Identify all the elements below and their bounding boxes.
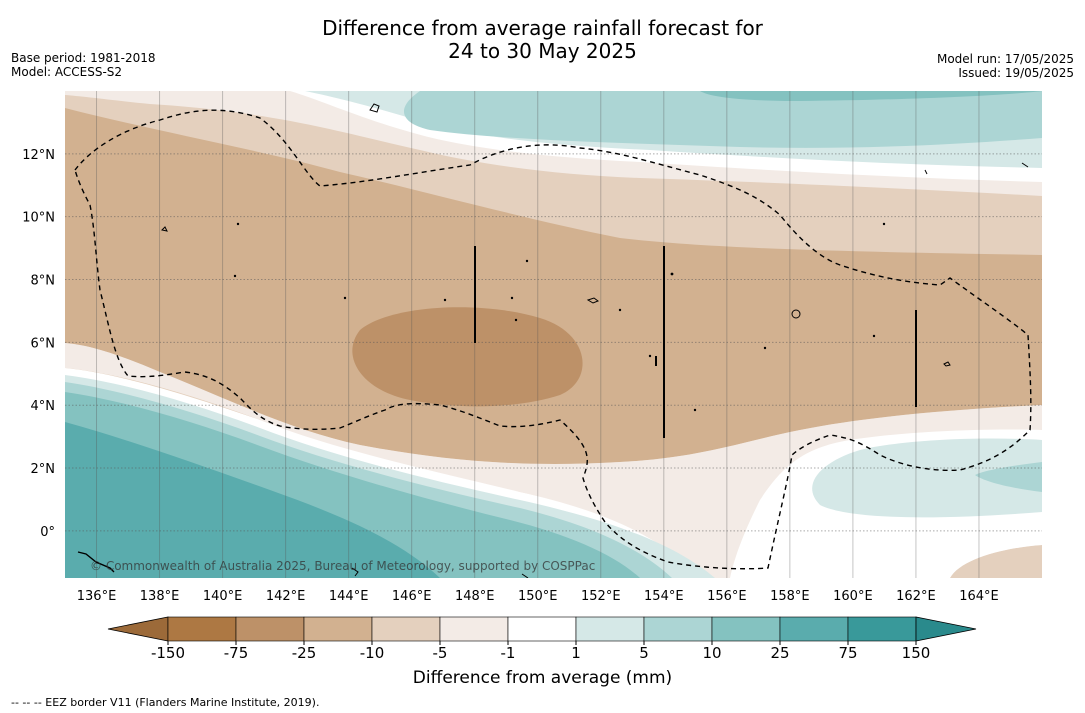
colorbar-extend-high <box>915 616 977 642</box>
colorbar-segment <box>167 616 237 642</box>
band-teal-dark-north <box>700 91 1042 101</box>
island-dots <box>233 222 886 412</box>
lon-tick-label: 140°E <box>203 589 243 604</box>
lat-tick-label: 8°N <box>31 274 56 289</box>
colorbar-label: 5 <box>639 644 649 662</box>
lon-tick-label: 152°E <box>581 589 621 604</box>
copyright-note: © Commonwealth of Australia 2025, Bureau… <box>90 559 595 573</box>
colorbar-segment <box>235 616 305 642</box>
model-name: Model: ACCESS-S2 <box>11 65 123 79</box>
colorbar-label: -10 <box>360 644 385 662</box>
footnote-eez: -- -- -- EEZ border V11 (Flanders Marine… <box>11 696 320 709</box>
issued-date: Issued: 19/05/2025 <box>958 66 1074 80</box>
lon-tick-label: 158°E <box>770 589 810 604</box>
lon-tick-label: 146°E <box>392 589 432 604</box>
lat-tick-label: 12°N <box>22 148 55 163</box>
lon-tick-label: 148°E <box>455 589 495 604</box>
colorbar-label: 150 <box>902 644 931 662</box>
lon-tick-label: 142°E <box>266 589 306 604</box>
band-teal-mid-north <box>403 91 1042 148</box>
longitude-tick-labels: 136°E 138°E 140°E 142°E 144°E 146°E 148°E 150°E… <box>77 589 999 604</box>
lon-tick-label: 156°E <box>707 589 747 604</box>
colorbar-segment <box>779 616 849 642</box>
lat-tick-label: 6°N <box>31 336 56 351</box>
lon-tick-label: 160°E <box>833 589 873 604</box>
colorbar-label: -75 <box>224 644 249 662</box>
colorbar-label: 25 <box>770 644 789 662</box>
colorbar-segment <box>371 616 441 642</box>
base-period: Base period: 1981-2018 <box>11 51 156 65</box>
band-medium-brown <box>65 108 1042 465</box>
eez-border-fsm <box>74 109 1032 570</box>
band-dark-brown-core <box>352 307 583 407</box>
colorbar-segment <box>847 616 917 642</box>
title-line-1: Difference from average rainfall forecas… <box>322 16 763 40</box>
colorbar-label: 10 <box>702 644 721 662</box>
colorbar-title: Difference from average (mm) <box>412 668 673 688</box>
model-run: Model run: 17/05/2025 <box>936 52 1074 66</box>
colorbar-segment <box>711 616 781 642</box>
solid-markers <box>474 246 917 438</box>
lat-tick-label: 0° <box>40 525 55 540</box>
latitude-tick-labels: 12°N 10°N 8°N 6°N 4°N 2°N 0° <box>22 148 55 540</box>
colorbar-label: -150 <box>151 644 185 662</box>
colorbar-segment <box>507 616 577 642</box>
colorbar-label: -1 <box>501 644 516 662</box>
colorbar-segment <box>575 616 645 642</box>
lat-tick-label: 10°N <box>22 211 55 226</box>
lon-tick-label: 154°E <box>644 589 684 604</box>
lon-tick-label: 138°E <box>140 589 180 604</box>
meta-left: Base period: 1981-2018 Model: ACCESS-S2 <box>11 51 156 79</box>
lon-tick-label: 150°E <box>518 589 558 604</box>
colorbar-label: 1 <box>571 644 581 662</box>
title-line-2: 24 to 30 May 2025 <box>448 39 637 63</box>
lon-tick-label: 162°E <box>896 589 936 604</box>
colorbar-segment <box>303 616 373 642</box>
colorbar-segment <box>439 616 509 642</box>
meta-right: Model run: 17/05/2025 Issued: 19/05/2025 <box>937 52 1074 80</box>
lon-tick-label: 164°E <box>959 589 999 604</box>
colorbar-extend-low <box>107 616 169 642</box>
band-teal-darker-south <box>65 422 440 578</box>
islands <box>77 103 1029 578</box>
lat-tick-label: 4°N <box>31 399 56 414</box>
colorbar-segment <box>643 616 713 642</box>
band-teal-mid-east <box>975 462 1042 492</box>
lat-tick-label: 2°N <box>31 462 56 477</box>
lon-tick-label: 136°E <box>77 589 117 604</box>
band-teal-light-east <box>812 438 1042 518</box>
rainfall-field <box>65 91 1042 578</box>
lon-tick-label: 144°E <box>329 589 369 604</box>
band-south-east-brown <box>950 545 1042 578</box>
colorbar-label: -5 <box>433 644 448 662</box>
colorbar-label: -25 <box>292 644 317 662</box>
colorbar-label: 75 <box>838 644 857 662</box>
map-gridlines <box>65 91 1042 578</box>
colorbar: -150 -75 -25 -10 -5 -1 1 5 10 25 75 150 <box>107 616 977 662</box>
